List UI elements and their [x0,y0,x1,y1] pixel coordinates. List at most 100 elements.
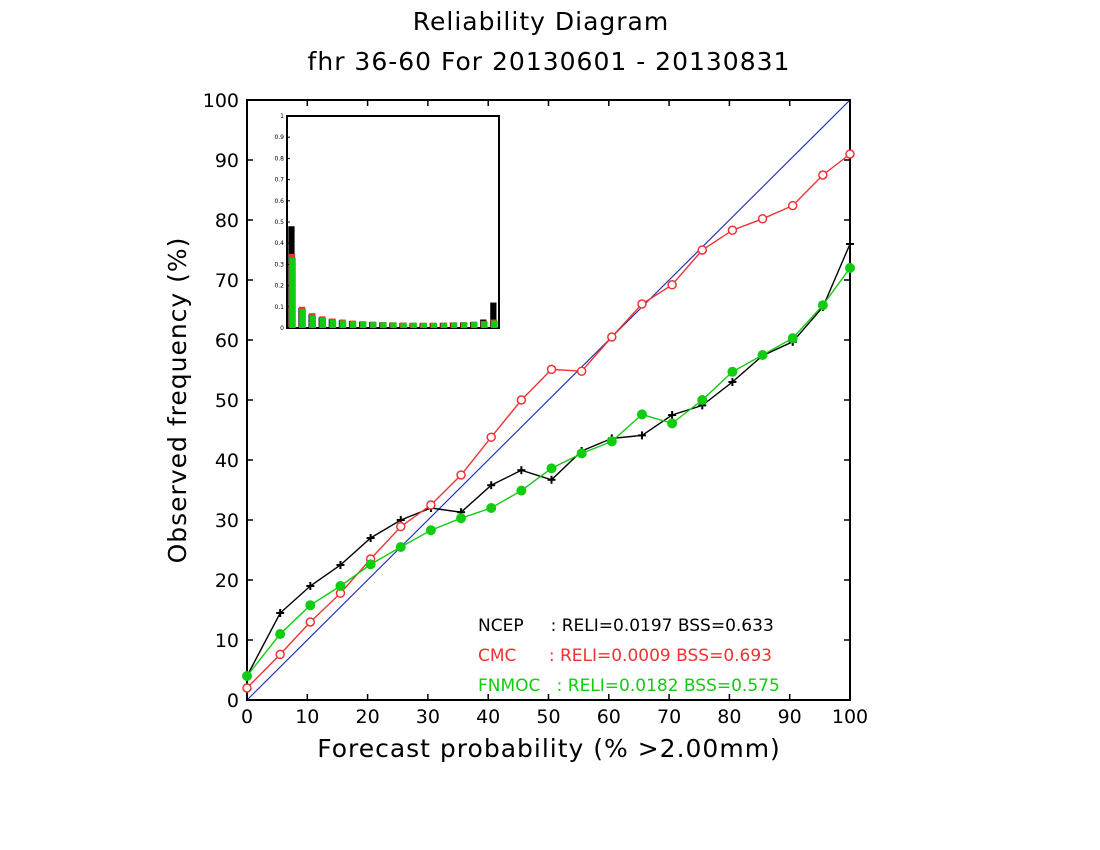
x-tick-label: 20 [356,706,380,728]
x-tick-label: 70 [657,706,681,728]
x-tick-label: 40 [476,706,500,728]
legend-ncep: NCEP : RELI=0.0197 BSS=0.633 [478,616,774,636]
y-tick-label: 50 [215,390,239,412]
x-tick-label: 10 [295,706,319,728]
data-point-cmc [637,299,647,309]
data-point-fnmoc [576,448,587,459]
inset-bar-fnmoc [430,322,438,328]
data-point-cmc [727,225,738,235]
perfect-reliability-line [246,99,851,701]
inset-y-tick-label: 1 [280,113,284,120]
inset-bar-fnmoc [360,321,367,328]
chart-subtitle: fhr 36-60 For 20130601 - 20130831 [308,47,791,76]
inset-y-tick-label: 0 [280,325,284,332]
data-point-cmc [242,683,252,693]
data-point-ncep [306,582,315,590]
data-point-fnmoc [757,350,768,360]
inset-y-tick-label: 0.8 [274,155,284,162]
inset-bar-fnmoc [491,320,498,328]
inset-bar-fnmoc [299,308,306,328]
data-point-fnmoc [335,581,346,591]
data-point-ncep [547,475,556,484]
data-point-cmc [305,617,316,627]
y-tick-label: 20 [215,570,239,592]
inset-bar-fnmoc [410,322,417,328]
inset-bar-fnmoc [420,322,428,328]
data-point-fnmoc [486,503,497,513]
inset-bar-fnmoc [390,322,397,328]
series-layer [242,149,855,693]
data-point-fnmoc [727,366,738,377]
inset-y-tick-label: 0.7 [274,177,284,184]
data-point-cmc [818,170,828,180]
inset-bar-ncep [490,302,497,328]
data-point-fnmoc [845,263,855,273]
data-point-fnmoc [516,485,527,496]
x-tick-label: 80 [717,706,741,728]
data-point-cmc [667,280,677,290]
inset-y-tick-label: 0.5 [274,219,284,226]
inset-y-tick-label: 0.2 [274,283,284,290]
y-tick-label: 60 [215,330,239,352]
y-axis-label: Observed frequency (%) [163,237,192,564]
legend: NCEP : RELI=0.0197 BSS=0.633 CMC : RELI=… [478,616,780,696]
data-point-ncep [637,431,646,440]
inset-bar-fnmoc [461,322,468,328]
data-point-fnmoc [667,418,678,429]
data-point-cmc [486,432,496,442]
data-point-fnmoc [456,513,467,524]
data-point-cmc [546,364,557,375]
legend-fnmoc: FNMOC : RELI=0.0182 BSS=0.575 [478,676,780,696]
y-tick-label: 90 [215,150,239,172]
forecast-frequency-inset: 0 0.1 0.2 0.3 0.4 0.5 0.6 0.7 0.8 0.9 1 [274,113,500,332]
inset-y-tick-label: 0.9 [274,134,284,141]
y-tick-label: 70 [215,270,239,292]
inset-bar-fnmoc [350,321,357,328]
data-point-fnmoc [636,409,647,420]
legend-cmc: CMC : RELI=0.0009 BSS=0.693 [478,646,772,666]
data-point-ncep [517,466,526,475]
x-tick-label: 30 [416,706,440,728]
data-point-cmc [456,470,466,480]
data-point-fnmoc [606,436,617,447]
data-point-cmc [576,366,587,376]
inset-bar-fnmoc [339,320,347,328]
data-point-fnmoc [817,300,828,311]
y-tick-label: 0 [227,690,239,712]
x-tick-label: 50 [536,706,560,728]
data-point-cmc [787,200,798,211]
data-point-ncep [487,481,496,490]
y-tick-label: 10 [215,630,239,652]
data-point-ncep [728,378,737,386]
data-point-fnmoc [395,542,406,552]
data-point-cmc [757,214,768,224]
y-tick-label: 40 [215,450,239,472]
inset-bar-fnmoc [309,315,316,328]
data-point-fnmoc [242,671,252,681]
x-axis-label: Forecast probability (% >2.00mm) [317,734,781,763]
inset-bar-fnmoc [370,322,377,328]
data-point-cmc [516,395,527,405]
inset-bar-fnmoc [440,322,448,328]
data-point-fnmoc [305,600,316,611]
x-tick-label: 100 [832,706,868,728]
data-point-cmc [275,649,285,660]
inset-bar-fnmoc [481,321,488,328]
inset-bar-fnmoc [451,322,458,328]
inset-y-tick-label: 0.3 [274,261,284,268]
inset-y-tick-label: 0.4 [274,240,284,247]
inset-bar-fnmoc [380,322,387,328]
data-point-cmc [396,521,406,532]
data-point-ncep [668,411,677,419]
data-point-cmc [607,332,617,342]
inset-frame [286,115,500,329]
inset-bar-fnmoc [319,317,327,328]
x-tick-label: 90 [778,706,802,728]
data-point-fnmoc [787,333,798,344]
y-tick-label: 100 [203,90,239,112]
y-tick-label: 30 [215,510,239,532]
x-tick-label: 0 [241,706,253,728]
inset-y-tick-label: 0.1 [274,304,284,311]
chart-title: Reliability Diagram [413,7,669,36]
